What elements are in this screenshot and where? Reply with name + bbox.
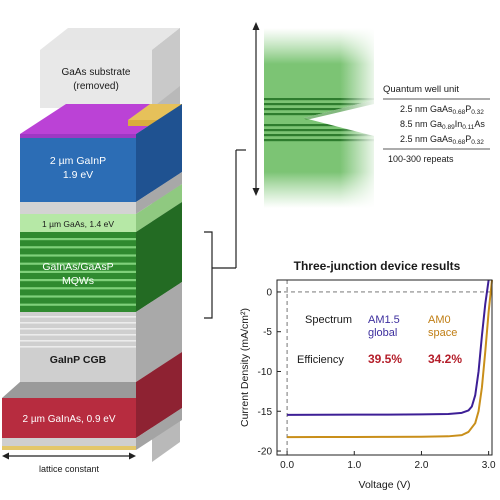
gainp-label-line2: 1.9 eV bbox=[63, 169, 93, 181]
cgb-stripe bbox=[20, 334, 136, 336]
am15-curve bbox=[287, 279, 490, 416]
lattice-constant-label: lattice constant bbox=[39, 464, 100, 474]
mqw-stripe bbox=[20, 262, 136, 265]
cgb-stripe bbox=[20, 322, 136, 324]
qw-stripe bbox=[264, 134, 374, 137]
quantum-well-zoom: Quantum well unit 2.5 nm GaAs0.68P0.32 8… bbox=[252, 22, 490, 208]
gaas-subcell: 1 µm GaAs, 1.4 eV bbox=[20, 184, 182, 232]
substrate-block: GaAs substrate (removed) bbox=[40, 28, 180, 108]
efficiency-am0: 34.2% bbox=[428, 352, 462, 366]
gainp-label-line1: 2 µm GaInP bbox=[50, 155, 106, 167]
qw-stripe bbox=[264, 124, 374, 127]
y-axis-label: Current Density (mA/cm²) bbox=[239, 308, 251, 427]
legend-spectrum-header: Spectrum bbox=[305, 314, 352, 326]
mqw-stripe bbox=[20, 303, 136, 306]
x-tick-label: 1.0 bbox=[347, 460, 361, 471]
qw-layer-1: 2.5 nm GaAs0.68P0.32 bbox=[400, 104, 484, 116]
mqw-stripe bbox=[20, 279, 136, 282]
gainas-subcell: 2 µm GaInAs, 0.9 eV bbox=[2, 352, 182, 438]
mqw-stripe bbox=[20, 246, 136, 249]
qw-stripe bbox=[264, 129, 374, 132]
tunnel-junction-1 bbox=[20, 202, 136, 214]
mqw-stripe bbox=[20, 270, 136, 273]
bottom-buffer bbox=[2, 438, 136, 446]
layer-stack: GaAs substrate (removed) 2 µm GaInP 1.9 … bbox=[2, 28, 246, 474]
substrate-label-line2: (removed) bbox=[73, 81, 119, 92]
y-tick-label: 0 bbox=[266, 287, 272, 298]
x-tick-label: 3.0 bbox=[482, 460, 496, 471]
mqw-stripe bbox=[20, 238, 136, 241]
x-tick-label: 2.0 bbox=[415, 460, 429, 471]
cgb-stripe bbox=[20, 328, 136, 330]
legend-am15-line2: global bbox=[368, 327, 397, 339]
gainas-label: 2 µm GaInAs, 0.9 eV bbox=[22, 414, 115, 425]
cgb-stripe bbox=[20, 346, 136, 348]
repeat-arrow bbox=[252, 22, 260, 196]
qw-layer-3: 2.5 nm GaAs0.68P0.32 bbox=[400, 134, 484, 146]
x-axis-label: Voltage (V) bbox=[359, 479, 411, 491]
mqw-label-line1: GaInAs/GaAsP bbox=[42, 261, 113, 273]
legend-am0-line2: space bbox=[428, 327, 457, 339]
qw-repeats: 100-300 repeats bbox=[388, 154, 454, 164]
efficiency-am15: 39.5% bbox=[368, 352, 402, 366]
y-tick-label: -20 bbox=[258, 447, 273, 458]
qw-stripe bbox=[264, 98, 374, 101]
cgb-stripe bbox=[20, 316, 136, 318]
qw-stripe bbox=[264, 108, 374, 111]
cgb-stripe bbox=[20, 340, 136, 342]
legend-am0-line1: AM0 bbox=[428, 314, 451, 326]
cgb-label: GaInP CGB bbox=[50, 354, 107, 366]
qw-stripe bbox=[264, 139, 374, 142]
gainp-subcell: 2 µm GaInP 1.9 eV bbox=[20, 104, 182, 202]
qw-stripe bbox=[264, 113, 374, 116]
cgb-region: GaInP CGB bbox=[20, 282, 182, 382]
mqw-label-line2: MQWs bbox=[62, 275, 94, 287]
substrate-label-line1: GaAs substrate bbox=[62, 67, 131, 78]
legend-efficiency-header: Efficiency bbox=[297, 354, 344, 366]
mqw-stripe bbox=[20, 295, 136, 298]
legend-am15-line1: AM1.5 bbox=[368, 314, 400, 326]
lattice-constant-arrow: lattice constant bbox=[2, 452, 136, 474]
y-tick-label: -10 bbox=[258, 367, 273, 378]
qw-stripe bbox=[264, 103, 374, 106]
x-tick-label: 0.0 bbox=[280, 460, 294, 471]
mqw-stripe bbox=[20, 254, 136, 257]
mqw-bracket bbox=[204, 149, 246, 319]
y-tick-label: -15 bbox=[258, 407, 273, 418]
qw-title: Quantum well unit bbox=[383, 84, 459, 95]
am0-curve bbox=[287, 279, 493, 439]
back-contact bbox=[2, 446, 136, 450]
plot-area bbox=[276, 279, 493, 456]
mqw-stripe bbox=[20, 287, 136, 290]
gaas-label: 1 µm GaAs, 1.4 eV bbox=[42, 219, 114, 229]
chart-title: Three-junction device results bbox=[294, 259, 461, 273]
y-tick-label: -5 bbox=[263, 327, 272, 338]
mqw-region: GaInAs/GaAsP MQWs bbox=[20, 202, 182, 312]
qw-layer-2: 8.5 nm Ga0.89In0.11As bbox=[400, 119, 485, 131]
jv-chart: Three-junction device results 0.0 1.0 2.0 3… bbox=[239, 259, 496, 491]
